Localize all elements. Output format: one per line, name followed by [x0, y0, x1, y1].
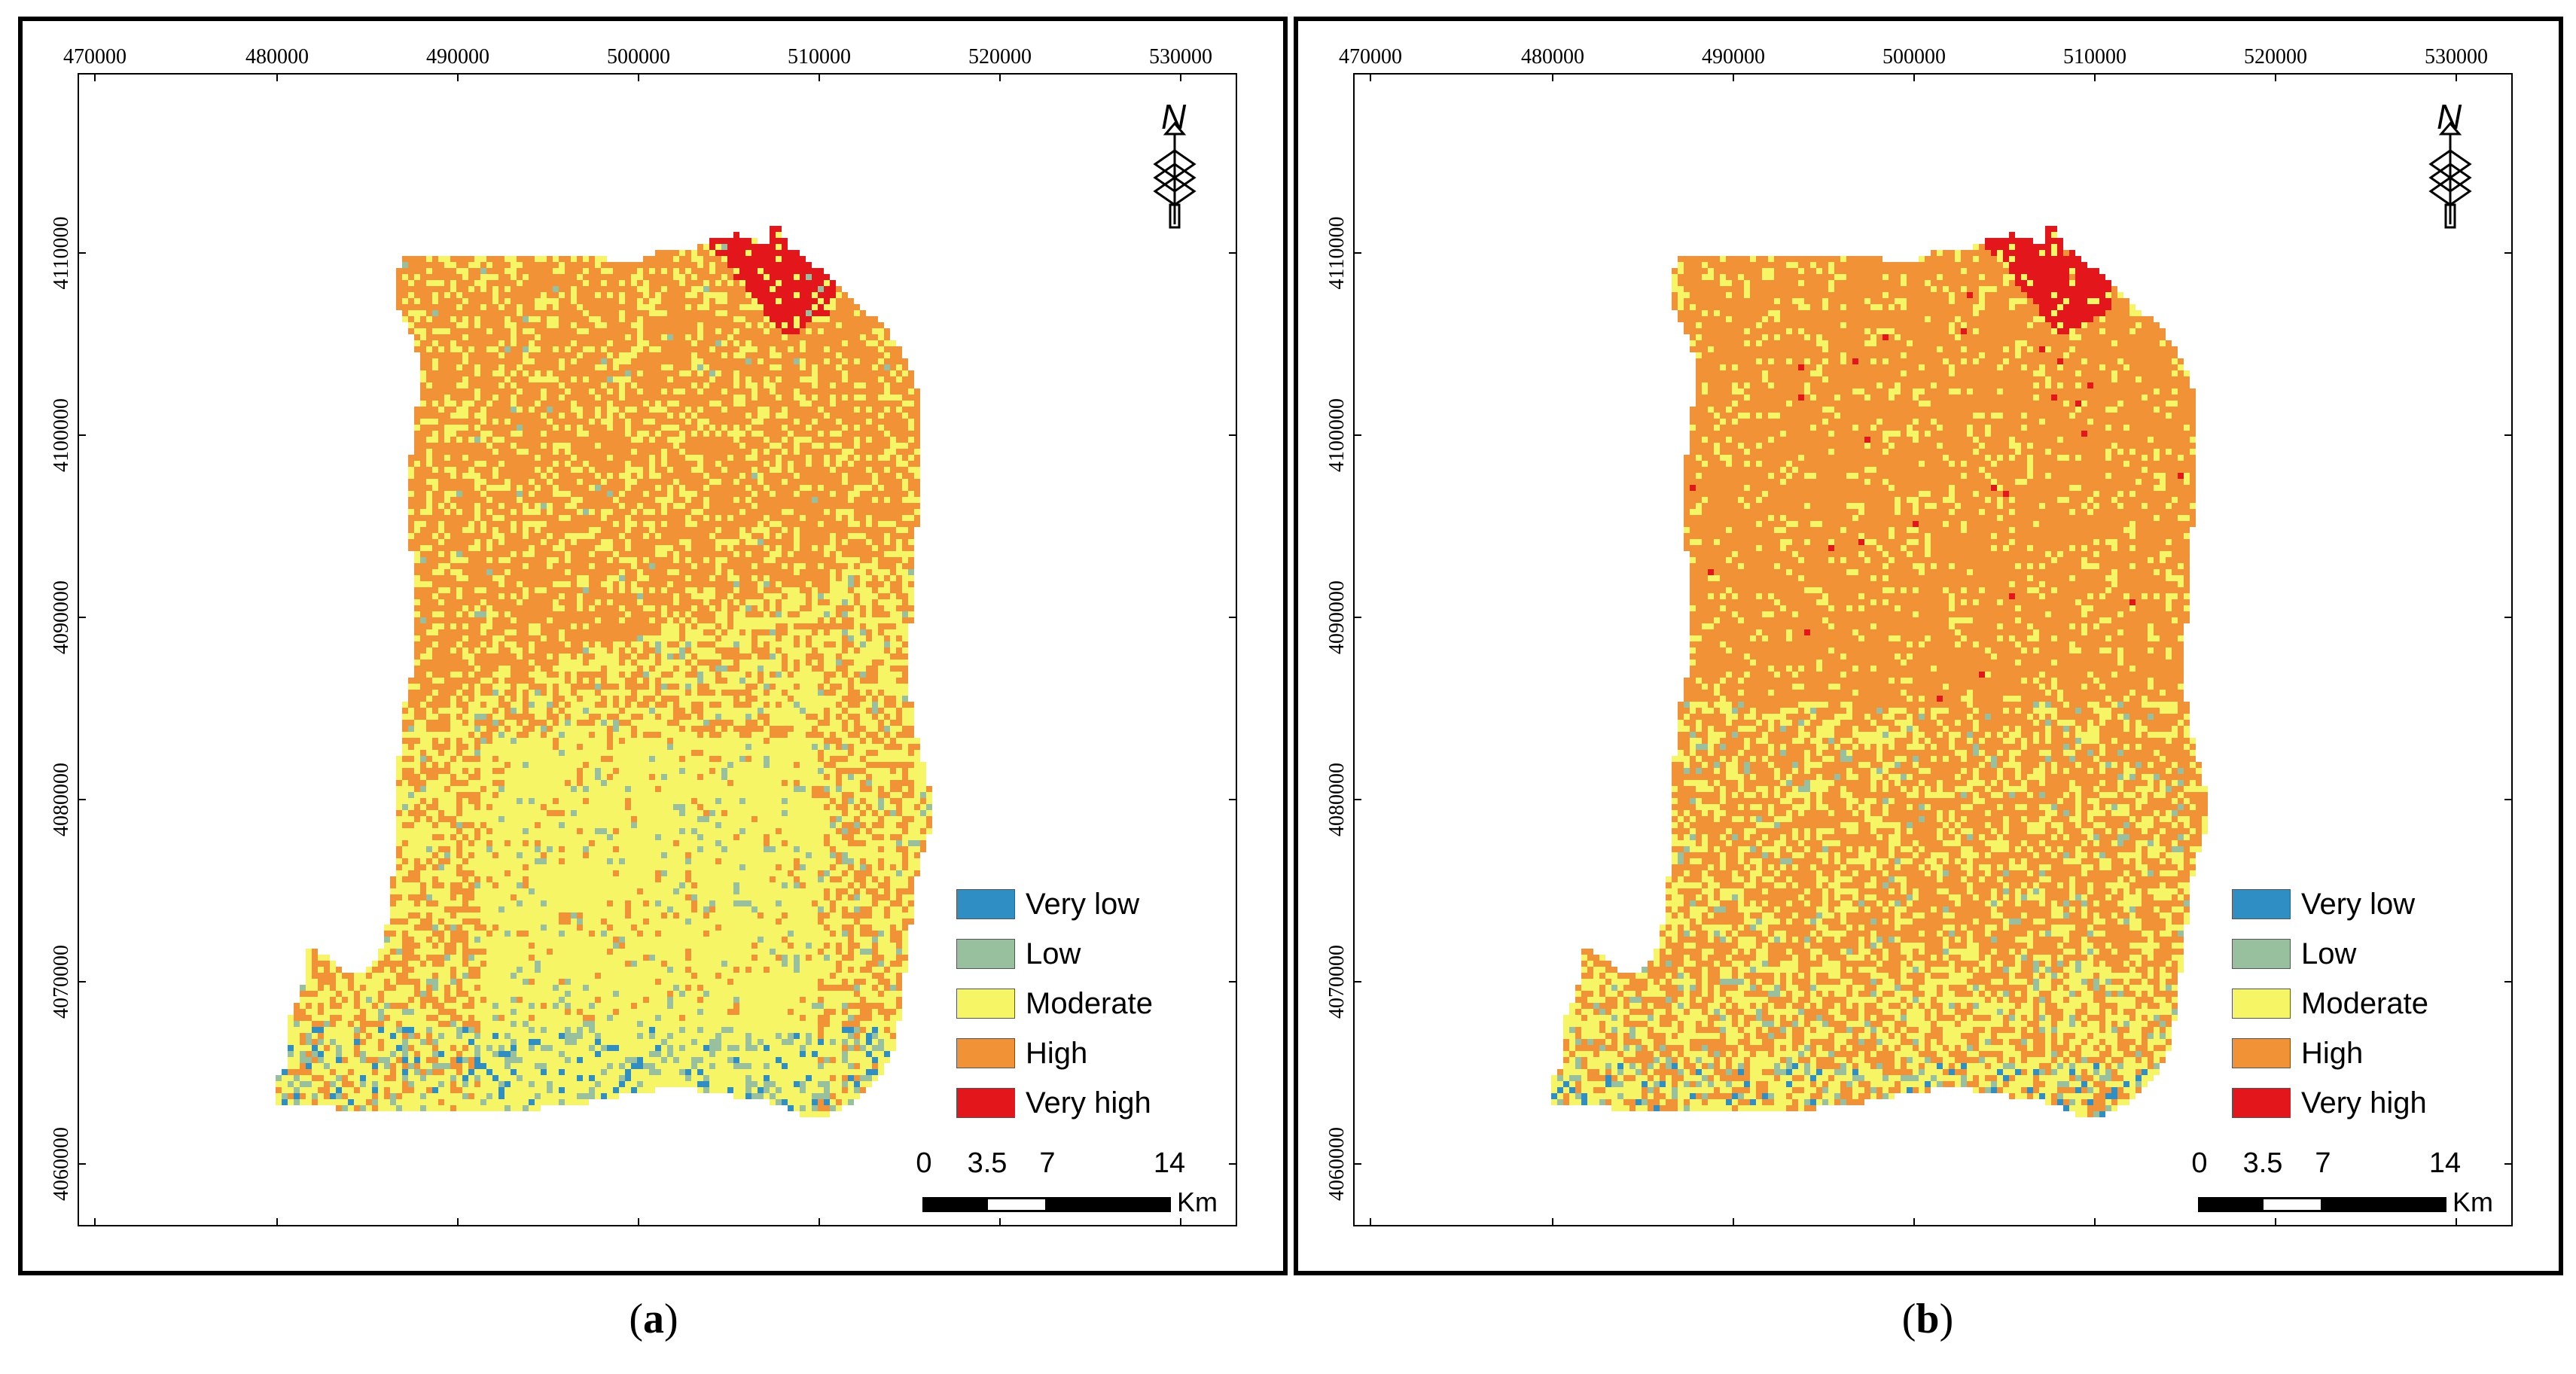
- x-tick-label: 500000: [607, 45, 670, 69]
- scale-bar: 0 3.5 7 14 Km: [916, 1147, 1218, 1217]
- legend-item: Low: [2232, 929, 2428, 979]
- y-tick-label: 4070000: [50, 945, 73, 1019]
- legend: Very low Low Moderate High Very high: [956, 879, 1153, 1128]
- legend-swatch: [2232, 1038, 2291, 1068]
- legend-swatch: [2232, 989, 2291, 1019]
- legend-swatch: [956, 1038, 1015, 1068]
- x-tick-label: 520000: [968, 45, 1032, 69]
- north-arrow-icon: [2428, 121, 2472, 229]
- legend-label: Very low: [1026, 888, 1139, 922]
- y-tick-label: 4110000: [50, 217, 73, 290]
- x-tick-label: 470000: [1339, 45, 1402, 69]
- legend-label: Low: [2301, 937, 2356, 971]
- legend-label: Moderate: [1026, 987, 1153, 1021]
- legend-label: High: [1026, 1037, 1087, 1071]
- legend-label: High: [2301, 1037, 2363, 1071]
- scale-tick-label: 3.5: [968, 1147, 1008, 1180]
- x-tick-label: 490000: [426, 45, 489, 69]
- x-tick-label: 490000: [1702, 45, 1765, 69]
- legend-item: Low: [956, 929, 1153, 979]
- map-frame-a: 470000 480000 490000 500000 510000 520000 5300…: [50, 45, 1237, 1226]
- north-label: N: [2437, 96, 2462, 137]
- scale-tick-label: 3.5: [2243, 1147, 2283, 1180]
- legend-label: Very low: [2301, 888, 2415, 922]
- panel-caption-a: (a): [629, 1295, 678, 1343]
- legend-swatch: [956, 939, 1015, 969]
- y-tick-label: 4060000: [50, 1127, 73, 1201]
- x-tick-label: 470000: [63, 45, 127, 69]
- x-tick-label: 480000: [1521, 45, 1584, 69]
- x-tick-label: 510000: [788, 45, 851, 69]
- scale-tick-label: 14: [1154, 1147, 1185, 1180]
- scale-tick-label: 0: [2191, 1147, 2207, 1180]
- legend-item: High: [956, 1028, 1153, 1078]
- x-tick-label: 530000: [2425, 45, 2488, 69]
- north-label: N: [1161, 96, 1186, 137]
- y-tick-label: 4090000: [50, 580, 73, 654]
- scale-unit: Km: [2453, 1187, 2493, 1218]
- raster-layer: [276, 226, 932, 1117]
- legend-item: Moderate: [2232, 979, 2428, 1028]
- y-tick-label: 4110000: [1325, 217, 1349, 290]
- panel-caption-b: (b): [1902, 1295, 1953, 1343]
- legend-label: Moderate: [2301, 987, 2428, 1021]
- map-panel-a: 470000 480000 490000 500000 510000 520000 5300…: [18, 17, 1288, 1275]
- scale-unit: Km: [1177, 1187, 1218, 1218]
- legend-label: Very high: [2301, 1086, 2427, 1120]
- scale-segment: [2198, 1197, 2261, 1212]
- legend: Very low Low Moderate High Very high: [2232, 879, 2428, 1128]
- legend-item: Very low: [956, 879, 1153, 929]
- scale-segment: [2323, 1197, 2446, 1212]
- y-tick-label: 4090000: [1325, 580, 1349, 654]
- legend-item: Very high: [2232, 1078, 2428, 1128]
- legend-swatch: [956, 989, 1015, 1019]
- legend-swatch: [2232, 939, 2291, 969]
- legend-swatch: [956, 1088, 1015, 1118]
- scale-segment: [922, 1197, 986, 1212]
- x-tick-label: 520000: [2244, 45, 2307, 69]
- scale-segment: [2261, 1197, 2323, 1212]
- scale-segment: [986, 1197, 1047, 1212]
- north-arrow: N: [1145, 96, 1212, 247]
- x-tick-label: 530000: [1149, 45, 1212, 69]
- legend-item: Very high: [956, 1078, 1153, 1128]
- legend-label: Very high: [1026, 1086, 1151, 1120]
- scale-tick-label: 7: [2315, 1147, 2331, 1180]
- y-tick-label: 4080000: [1325, 763, 1349, 836]
- raster-layer: [1551, 226, 2208, 1117]
- map-frame-b: 470000 480000 490000 500000 510000 520000 5300…: [1325, 45, 2513, 1226]
- legend-swatch: [2232, 1088, 2291, 1118]
- scale-tick-label: 0: [916, 1147, 931, 1180]
- y-tick-label: 4100000: [50, 398, 73, 472]
- legend-item: High: [2232, 1028, 2428, 1078]
- x-tick-label: 480000: [245, 45, 309, 69]
- legend-item: Moderate: [956, 979, 1153, 1028]
- north-arrow-icon: [1153, 121, 1197, 229]
- legend-label: Low: [1026, 937, 1081, 971]
- scale-bar: 0 3.5 7 14 Km: [2191, 1147, 2493, 1217]
- legend-item: Very low: [2232, 879, 2428, 929]
- scale-segment: [1047, 1197, 1171, 1212]
- legend-swatch: [2232, 889, 2291, 919]
- scale-tick-label: 14: [2429, 1147, 2461, 1180]
- y-tick-label: 4070000: [1325, 945, 1349, 1019]
- legend-swatch: [956, 889, 1015, 919]
- scale-tick-label: 7: [1039, 1147, 1055, 1180]
- y-tick-label: 4100000: [1325, 398, 1349, 472]
- north-arrow: N: [2420, 96, 2488, 247]
- caption-letter: a: [643, 1296, 664, 1342]
- y-tick-label: 4060000: [1325, 1127, 1349, 1201]
- x-tick-label: 510000: [2063, 45, 2126, 69]
- x-tick-label: 500000: [1882, 45, 1946, 69]
- map-panel-b: 470000 480000 490000 500000 510000 520000 5300…: [1294, 17, 2563, 1275]
- y-tick-label: 4080000: [50, 763, 73, 836]
- caption-letter: b: [1916, 1296, 1939, 1342]
